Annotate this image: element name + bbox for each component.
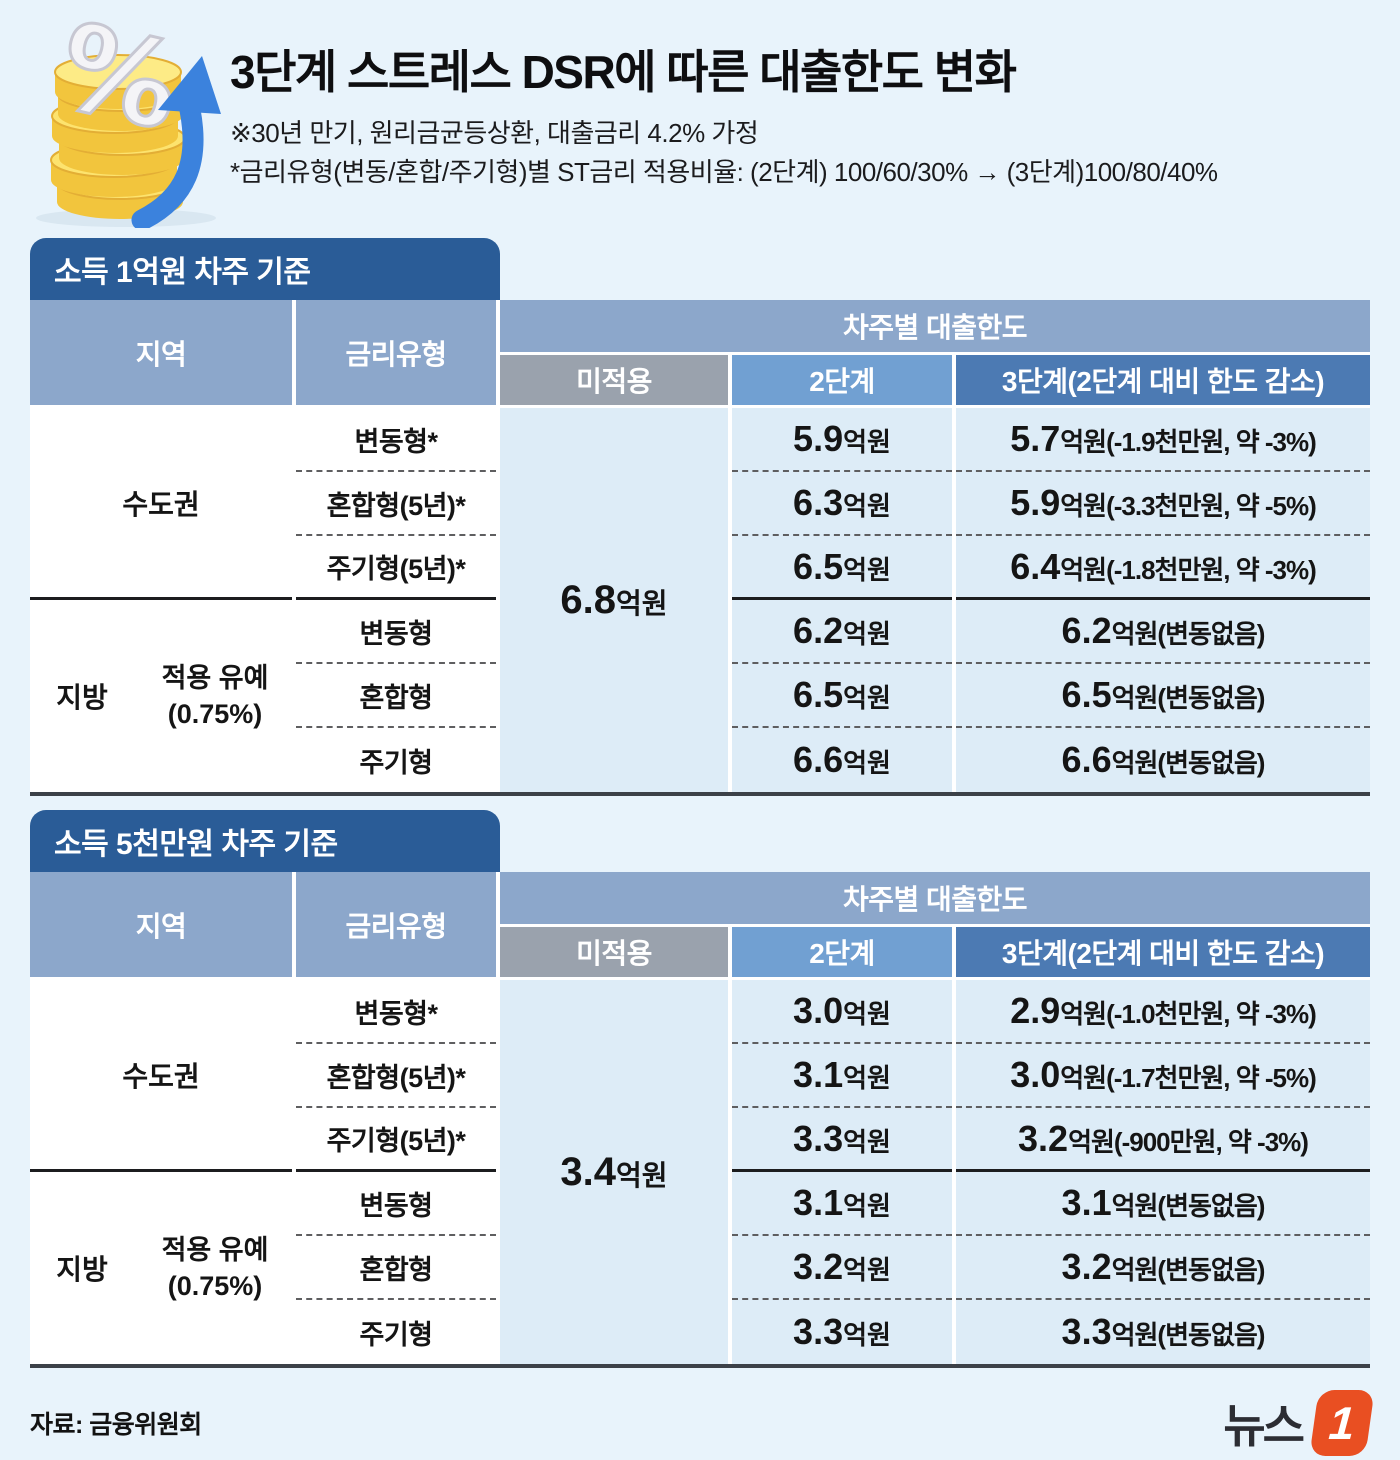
col-header-loan-limit-group: 차주별 대출한도 (500, 300, 1370, 352)
region-local-note-cell: 적용 유예 (0.75%) (138, 600, 292, 792)
col-header-region: 지역 (30, 872, 292, 977)
page-title: 3단계 스트레스 DSR에 따른 대출한도 변화 (230, 46, 1017, 98)
stage3-value-cell: 3.1억원(변동없음) (956, 1172, 1370, 1236)
region-local-note-cell: 적용 유예 (0.75%) (138, 1172, 292, 1364)
stage2-value-cell: 3.3억원 (732, 1300, 952, 1364)
col-header-loan-limit-group: 차주별 대출한도 (500, 872, 1370, 924)
col-header-stage2: 2단계 (732, 355, 952, 405)
col-header-stage2: 2단계 (732, 927, 952, 977)
col-header-no-apply: 미적용 (500, 927, 728, 977)
coins-percent-arrow-icon: % (22, 0, 227, 231)
table2-grid: 지역 금리유형 차주별 대출한도 미적용 2단계 3단계(2단계 대비 한도 감… (30, 872, 1370, 1364)
rate-type-cell: 주기형(5년)* (296, 1108, 496, 1172)
rate-type-cell: 변동형 (296, 1172, 496, 1236)
table-income-100m: 소득 1억원 차주 기준 지역 금리유형 차주별 대출한도 미적용 2단계 3단… (30, 238, 1370, 796)
stage3-value-cell: 2.9억원(-1.0천만원, 약 -3%) (956, 980, 1370, 1044)
stage3-value-cell: 6.5억원(변동없음) (956, 664, 1370, 728)
news1-logo-text: 뉴스 (1223, 1400, 1305, 1452)
note-line-2: *금리유형(변동/혼합/주기형)별 ST금리 적용비율: (2단계) 100/6… (230, 157, 1218, 187)
stage3-value-cell: 5.7억원(-1.9천만원, 약 -3%) (956, 408, 1370, 472)
stage3-value-cell: 6.6억원(변동없음) (956, 728, 1370, 792)
rate-type-cell: 변동형 (296, 600, 496, 664)
rate-type-cell: 주기형 (296, 1300, 496, 1364)
region-local-cell: 지방 (30, 1172, 134, 1364)
col-header-stage3: 3단계(2단계 대비 한도 감소) (956, 355, 1370, 405)
rate-type-cell: 혼합형(5년)* (296, 1044, 496, 1108)
no-apply-value-cell: 3.4억원 (500, 980, 728, 1364)
news1-logo: 뉴스 1 (1223, 1390, 1375, 1456)
table2-bottom-border (30, 1364, 1370, 1368)
region-metro-cell: 수도권 (30, 980, 292, 1172)
table2-tab: 소득 5천만원 차주 기준 (30, 810, 500, 872)
stage3-value-cell: 3.2억원(-900만원, 약 -3%) (956, 1108, 1370, 1172)
stage3-value-cell: 3.2억원(변동없음) (956, 1236, 1370, 1300)
stage2-value-cell: 6.5억원 (732, 664, 952, 728)
stage3-value-cell: 3.3억원(변동없음) (956, 1300, 1370, 1364)
footer: 자료: 금융위원회 뉴스 1 (30, 1390, 1375, 1456)
stage3-value-cell: 5.9억원(-3.3천만원, 약 -5%) (956, 472, 1370, 536)
region-metro-cell: 수도권 (30, 408, 292, 600)
local-note-line1: 적용 유예 (161, 663, 269, 693)
table1-tab: 소득 1억원 차주 기준 (30, 238, 500, 300)
no-apply-value-cell: 6.8억원 (500, 408, 728, 792)
stage3-value-cell: 6.4억원(-1.8천만원, 약 -3%) (956, 536, 1370, 600)
col-header-stage3: 3단계(2단계 대비 한도 감소) (956, 927, 1370, 977)
rate-type-cell: 혼합형 (296, 664, 496, 728)
rate-type-cell: 혼합형(5년)* (296, 472, 496, 536)
table1-grid: 지역 금리유형 차주별 대출한도 미적용 2단계 3단계(2단계 대비 한도 감… (30, 300, 1370, 792)
stage2-value-cell: 3.3억원 (732, 1108, 952, 1172)
stage3-value-cell: 3.0억원(-1.7천만원, 약 -5%) (956, 1044, 1370, 1108)
stage2-value-cell: 3.2억원 (732, 1236, 952, 1300)
col-header-rate-type: 금리유형 (296, 872, 496, 977)
local-note-line2: (0.75%) (167, 1271, 263, 1301)
masthead: % 3단계 스트레스 DSR에 따른 대출한도 변화 ※30년 만기, 원리금균… (0, 0, 1400, 238)
local-note-line2: (0.75%) (167, 699, 263, 729)
col-header-rate-type: 금리유형 (296, 300, 496, 405)
stage2-value-cell: 3.1억원 (732, 1044, 952, 1108)
col-header-no-apply: 미적용 (500, 355, 728, 405)
stage2-value-cell: 6.6억원 (732, 728, 952, 792)
col-header-region: 지역 (30, 300, 292, 405)
stage2-value-cell: 6.5억원 (732, 536, 952, 600)
stage3-value-cell: 6.2억원(변동없음) (956, 600, 1370, 664)
stage2-value-cell: 6.3억원 (732, 472, 952, 536)
rate-type-cell: 주기형 (296, 728, 496, 792)
local-note-line1: 적용 유예 (161, 1235, 269, 1265)
stage2-value-cell: 3.1억원 (732, 1172, 952, 1236)
table-income-50m: 소득 5천만원 차주 기준 지역 금리유형 차주별 대출한도 미적용 2단계 3… (30, 810, 1370, 1368)
stage2-value-cell: 6.2억원 (732, 600, 952, 664)
rate-type-cell: 변동형* (296, 408, 496, 472)
stage2-value-cell: 5.9억원 (732, 408, 952, 472)
news1-logo-one-icon: 1 (1309, 1390, 1375, 1456)
assumption-notes: ※30년 만기, 원리금균등상환, 대출금리 4.2% 가정 *금리유형(변동/… (230, 114, 1380, 192)
source-credit: 자료: 금융위원회 (30, 1411, 202, 1439)
stage2-value-cell: 3.0억원 (732, 980, 952, 1044)
region-local-cell: 지방 (30, 600, 134, 792)
rate-type-cell: 변동형* (296, 980, 496, 1044)
rate-type-cell: 혼합형 (296, 1236, 496, 1300)
table1-bottom-border (30, 792, 1370, 796)
note-line-1: ※30년 만기, 원리금균등상환, 대출금리 4.2% 가정 (230, 118, 759, 148)
rate-type-cell: 주기형(5년)* (296, 536, 496, 600)
